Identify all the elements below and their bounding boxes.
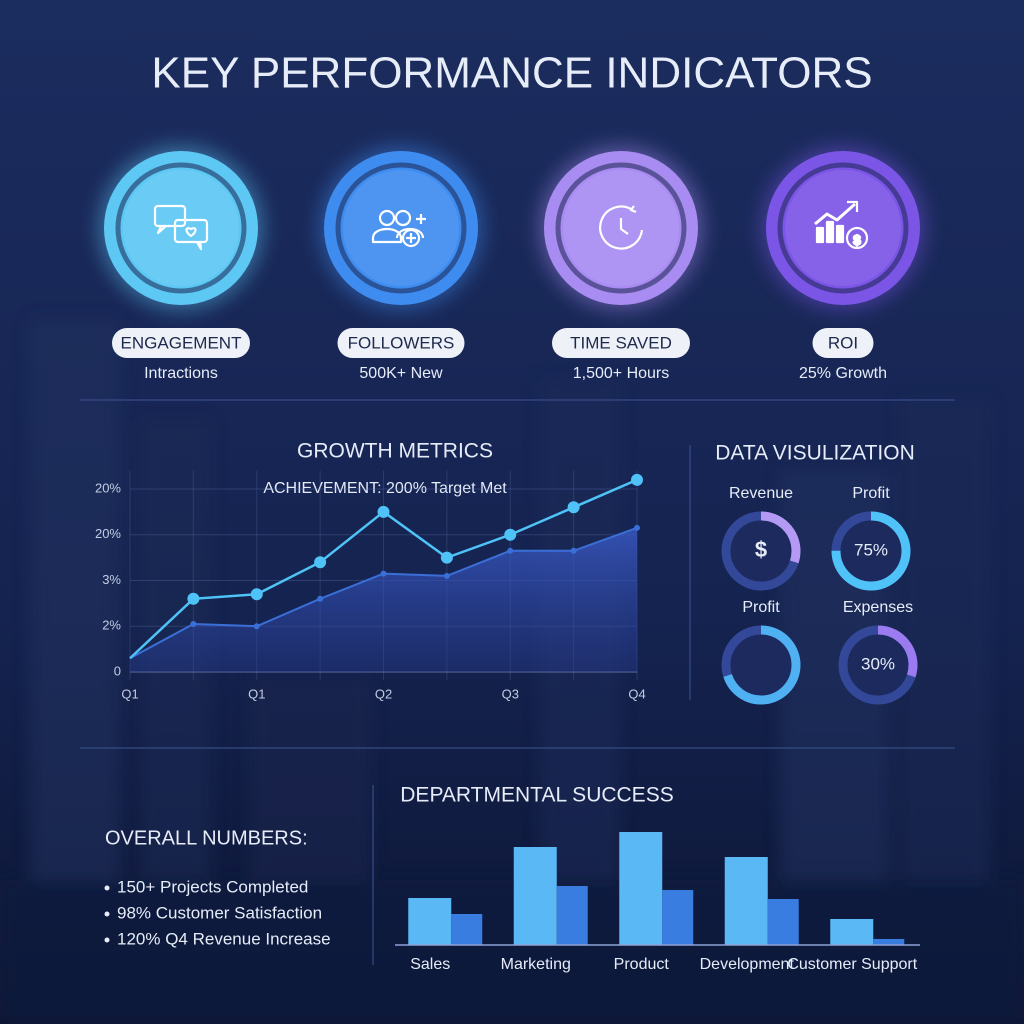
bar xyxy=(873,939,905,945)
x-tick-label: Sales xyxy=(410,956,450,973)
donut-arc xyxy=(838,625,918,705)
kpi-detail: 1,500+ Hours xyxy=(573,365,670,382)
time-icon xyxy=(599,205,644,250)
x-tick-label: Marketing xyxy=(501,956,571,973)
y-tick-label: 2% xyxy=(102,618,121,633)
bar xyxy=(556,886,588,945)
overall-item: 98% Customer Satisfaction xyxy=(117,903,322,922)
marker xyxy=(440,551,453,564)
donut-arc xyxy=(721,511,801,591)
bar xyxy=(619,832,663,945)
marker xyxy=(634,524,640,531)
marker xyxy=(631,473,643,486)
annotation: ACHIEVEMENT: 200% Target Met xyxy=(263,480,507,497)
kpi-pill xyxy=(337,328,465,358)
x-tick-label: Customer Support xyxy=(787,956,917,973)
kpi-ring xyxy=(335,162,467,294)
kpi-detail: 500K+ New xyxy=(359,365,443,382)
x-tick-label: Q3 xyxy=(502,686,519,701)
marker xyxy=(377,505,390,518)
marker xyxy=(253,623,260,630)
marker xyxy=(443,572,450,579)
bar xyxy=(830,919,874,945)
donut-arc xyxy=(721,625,801,705)
line-chart-title: GROWTH METRICS xyxy=(297,440,493,463)
donut-title: DATA VISULIZATION xyxy=(715,442,915,465)
charts: 0 2% 3% 20% 20% Q1 Q1 Q2 Q3 Q4 Revenue $ Profit 75% Pr… xyxy=(95,470,920,973)
donut-value: 75% xyxy=(854,540,888,559)
marker xyxy=(187,592,200,605)
marker xyxy=(190,620,197,627)
overall-item: 120% Q4 Revenue Increase xyxy=(117,929,331,948)
roi-symbol: $ xyxy=(853,232,861,247)
bullet xyxy=(104,885,110,891)
x-tick-label: Q1 xyxy=(121,686,138,701)
x-tick-label: Product xyxy=(614,956,670,973)
marker xyxy=(317,595,324,602)
x-tick-label: Development xyxy=(700,956,795,973)
donut-value: 30% xyxy=(861,654,895,673)
followers-icon xyxy=(371,209,426,248)
kpi-icons: $ xyxy=(153,200,869,251)
bullet xyxy=(104,911,110,917)
overall-list: 150+ Projects Completed 98% Customer Sati… xyxy=(104,877,331,948)
x-tick-label: Q2 xyxy=(375,686,392,701)
bullet xyxy=(104,937,110,943)
kpi-name: ROI xyxy=(828,333,858,352)
kpi-ring xyxy=(115,162,247,294)
area xyxy=(130,527,637,672)
bar xyxy=(408,898,452,945)
x-tick-label: Q4 xyxy=(628,686,645,701)
kpi-inner xyxy=(343,170,459,286)
marker xyxy=(570,547,577,554)
donut-label: Profit xyxy=(742,599,780,616)
bar xyxy=(451,914,483,945)
kpi-name: ENGAGEMENT xyxy=(121,333,242,352)
kpi-pill xyxy=(812,328,874,358)
donut-label: Expenses xyxy=(843,599,913,616)
marker xyxy=(567,501,580,514)
kpi-row: ENGAGEMENT Intractions FOLLOWERS 500K+ New T… xyxy=(99,146,925,382)
kpi-name: TIME SAVED xyxy=(570,333,672,352)
kpi-pill xyxy=(112,328,250,358)
donut-arc xyxy=(831,511,911,591)
y-tick-label: 0 xyxy=(114,663,121,678)
overall-item: 150+ Projects Completed xyxy=(117,877,308,896)
y-tick-label: 20% xyxy=(95,480,121,495)
donut-symbol: $ xyxy=(755,537,767,562)
bar xyxy=(513,847,557,945)
y-tick-label: 3% xyxy=(102,572,121,587)
engagement-icon xyxy=(153,204,209,251)
marker xyxy=(504,528,517,541)
roi-icon xyxy=(814,200,869,250)
marker xyxy=(380,570,387,577)
marker xyxy=(250,588,263,601)
marker xyxy=(507,547,514,554)
main-title: KEY PERFORMANCE INDICATORS xyxy=(151,49,872,98)
bar xyxy=(767,899,799,945)
overall-title: OVERALL NUMBERS: xyxy=(105,827,308,849)
bar-chart-title: DEPARTMENTAL SUCCESS xyxy=(400,784,673,807)
y-tick-label: 20% xyxy=(95,526,121,541)
bar xyxy=(724,857,768,945)
bar xyxy=(662,890,694,945)
x-tick-label: Q1 xyxy=(248,686,265,701)
kpi-detail: Intractions xyxy=(144,365,218,382)
marker xyxy=(314,556,327,569)
donut-label: Profit xyxy=(852,485,890,502)
donut-label: Revenue xyxy=(729,485,793,502)
kpi-inner xyxy=(123,170,239,286)
kpi-pill xyxy=(552,328,690,358)
kpi-name: FOLLOWERS xyxy=(348,333,455,352)
kpi-detail: 25% Growth xyxy=(799,365,887,382)
